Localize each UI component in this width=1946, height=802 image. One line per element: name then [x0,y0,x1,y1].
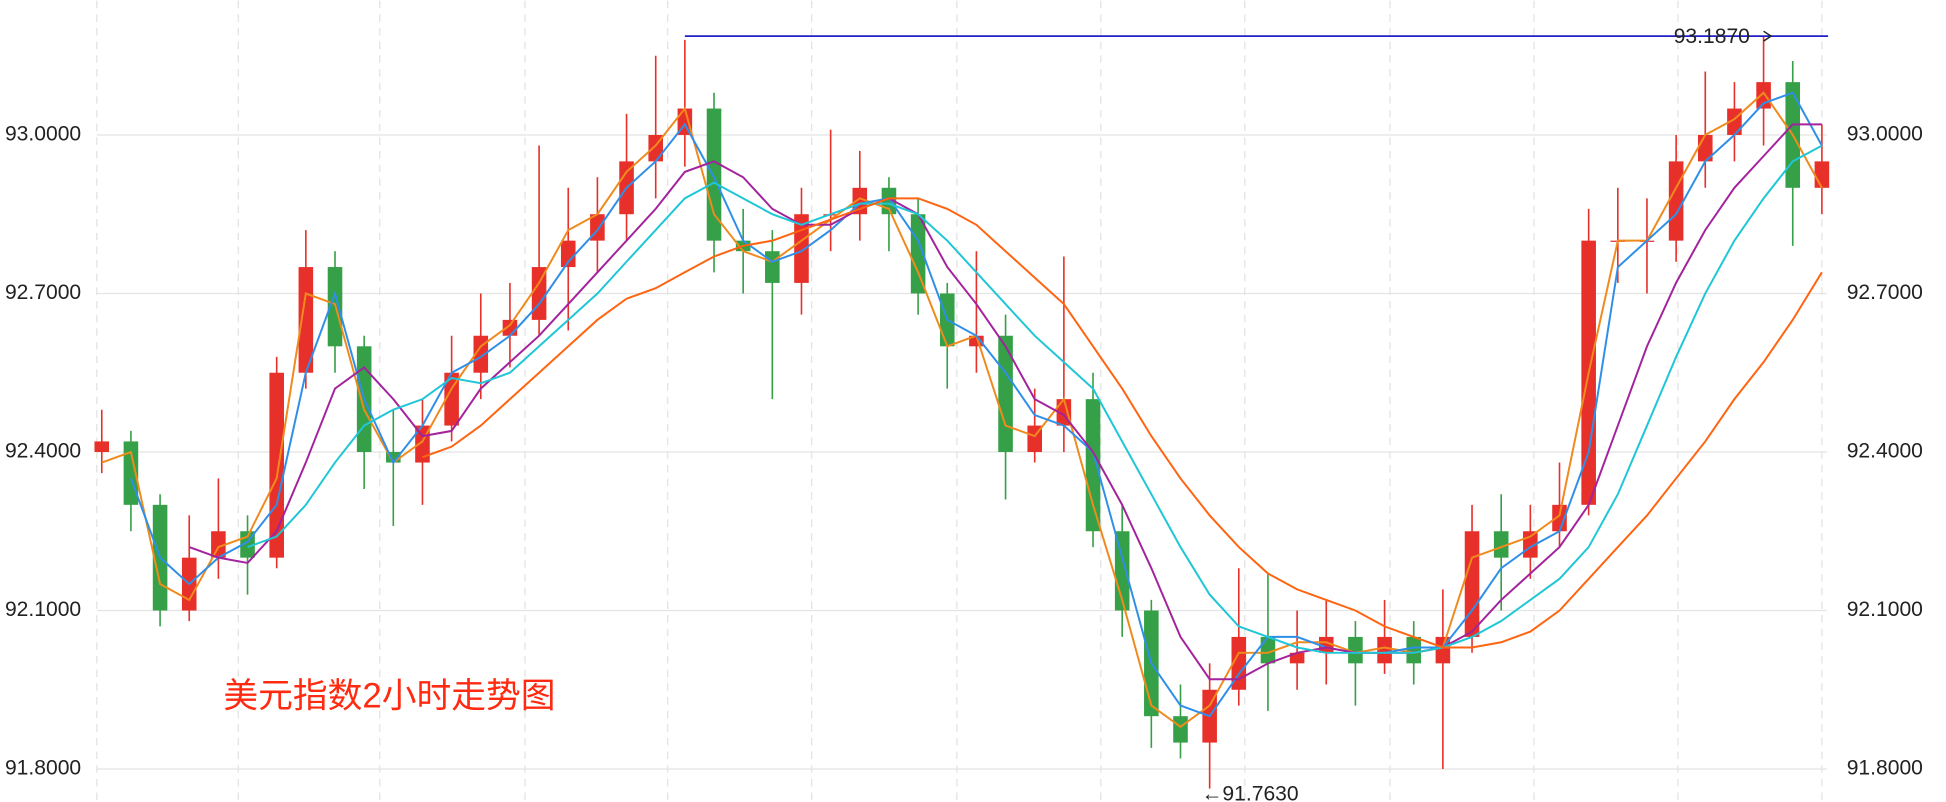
candle-body [473,335,489,373]
y-tick-label: 92.4000 [5,440,81,463]
candle-body [1406,636,1422,664]
ma-line [247,144,1823,654]
candle-body [386,451,401,463]
chart-title: 美元指数2小时走势图 [223,676,555,715]
y-tick-label: 92.7000 [5,281,81,304]
candle-body [1814,161,1830,188]
y-tick-label-right: 92.1000 [1847,598,1923,621]
candle-body [1377,636,1392,664]
y-tick-label: 91.8000 [5,757,81,780]
y-tick-label: 92.1000 [5,598,81,621]
candle-body [1289,652,1305,664]
candle-body [1173,716,1188,743]
candle-body [298,267,314,373]
candle-body [444,372,459,426]
candle-body [94,441,110,452]
y-tick-label-right: 93.0000 [1847,123,1923,146]
candle-body [1552,504,1567,532]
candle-body [1464,531,1480,637]
high-label: 93.1870 [1674,25,1750,48]
y-tick-label-right: 92.4000 [1847,440,1923,463]
ma-line [130,91,1823,718]
candle-body [969,335,984,347]
candle-body [706,108,722,241]
y-tick-label: 93.0000 [5,123,81,146]
ma-line [422,197,1823,649]
low-label: ←91.7630 [1201,782,1298,802]
candle-body [998,335,1013,452]
candle-body [1348,636,1363,664]
candle-body [269,372,284,558]
ma-line [188,123,1822,681]
y-tick-label-right: 91.8000 [1847,757,1923,780]
candle-body [1085,399,1101,532]
high-arrow [1763,30,1773,42]
candle-body [560,240,576,268]
candle-body [1493,531,1509,558]
candle-body [1260,636,1276,664]
candle-body [211,531,226,558]
candle-body [1668,161,1684,241]
y-tick-label-right: 92.7000 [1847,281,1923,304]
candle-body [765,251,780,283]
